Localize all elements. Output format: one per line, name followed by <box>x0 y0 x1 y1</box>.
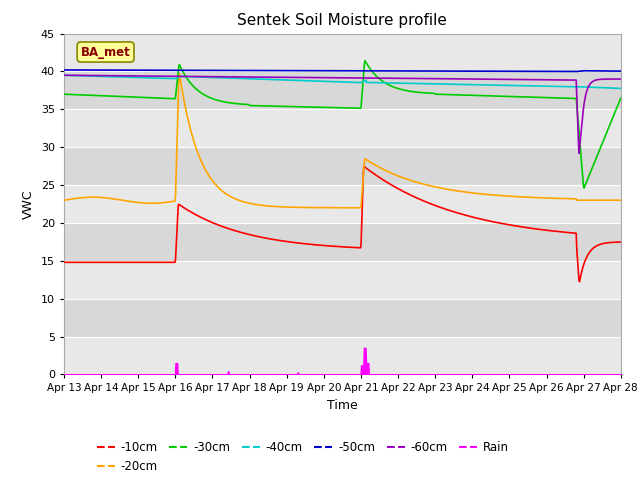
Bar <box>64 336 621 374</box>
Bar <box>64 223 621 261</box>
Bar <box>64 299 621 336</box>
Bar <box>64 72 621 109</box>
Bar <box>64 109 621 147</box>
Bar <box>64 185 621 223</box>
Y-axis label: VWC: VWC <box>22 189 35 219</box>
Bar <box>64 34 621 72</box>
Title: Sentek Soil Moisture profile: Sentek Soil Moisture profile <box>237 13 447 28</box>
Text: BA_met: BA_met <box>81 46 131 59</box>
Bar <box>64 261 621 299</box>
Bar <box>64 147 621 185</box>
X-axis label: Time: Time <box>327 399 358 412</box>
Legend: -10cm, -20cm, -30cm, -40cm, -50cm, -60cm, Rain: -10cm, -20cm, -30cm, -40cm, -50cm, -60cm… <box>92 436 514 478</box>
